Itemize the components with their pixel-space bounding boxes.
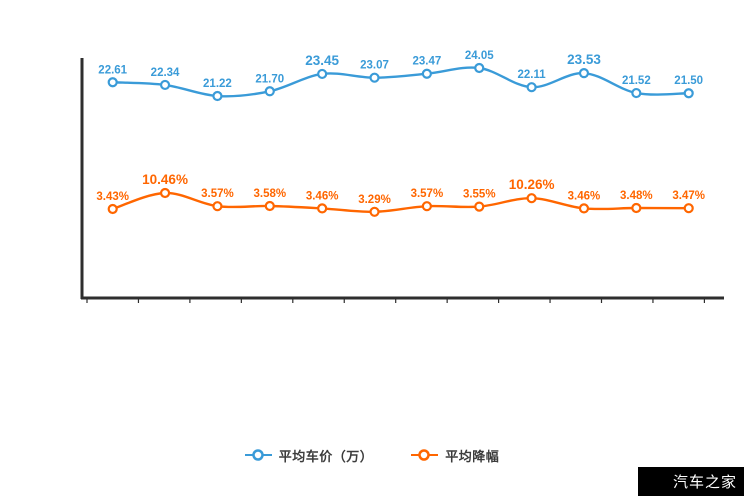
- data-point-label: 24.05: [465, 50, 494, 62]
- data-point-marker[interactable]: [631, 202, 642, 214]
- data-point-label: 3.29%: [358, 194, 391, 206]
- data-point-marker[interactable]: [369, 206, 380, 217]
- data-point-marker[interactable]: [264, 86, 275, 97]
- data-point-label: 23.07: [360, 60, 389, 72]
- data-point-label: 3.57%: [201, 188, 234, 200]
- series-line: [112, 66, 689, 98]
- data-point-label: 3.47%: [672, 190, 705, 202]
- data-point-marker[interactable]: [474, 201, 485, 212]
- data-point-label: 22.34: [151, 67, 180, 79]
- line-marker-icon: [244, 449, 272, 461]
- series-line: [112, 191, 689, 214]
- discount-series: 3.43% 10.46% 3.57% 3.58% 3.46% 3.29% 3.57% 3.55…: [96, 172, 705, 217]
- data-point-label: 3.46%: [568, 190, 601, 202]
- data-point-label: 23.45: [305, 53, 339, 68]
- data-point-marker[interactable]: [526, 193, 537, 204]
- legend-label-avg-price: 平均车价（万）: [278, 448, 374, 464]
- data-point-marker[interactable]: [159, 79, 171, 91]
- data-point-label: 3.43%: [96, 191, 129, 203]
- data-point-marker[interactable]: [578, 203, 590, 214]
- data-point-label: 22.61: [98, 64, 127, 76]
- legend-item-avg-discount[interactable]: 平均降幅: [411, 446, 499, 465]
- data-point-label: 23.53: [567, 52, 601, 67]
- watermark-text: 汽车之家: [672, 474, 737, 491]
- data-point-marker[interactable]: [159, 187, 171, 199]
- data-point-label: 3.48%: [620, 190, 653, 202]
- data-point-marker[interactable]: [317, 203, 328, 214]
- data-point-marker[interactable]: [683, 203, 694, 214]
- data-point-label: 22.11: [518, 69, 547, 81]
- data-point-marker[interactable]: [212, 90, 223, 102]
- data-point-label: 10.26%: [509, 177, 555, 192]
- autohome-watermark: 汽车之家: [638, 467, 744, 496]
- data-point-marker[interactable]: [631, 87, 642, 99]
- data-point-marker[interactable]: [317, 68, 328, 80]
- data-point-marker[interactable]: [578, 68, 590, 79]
- data-point-label: 3.55%: [463, 189, 496, 201]
- data-point-label: 21.22: [203, 78, 232, 90]
- data-point-marker[interactable]: [107, 203, 118, 215]
- legend-item-avg-price[interactable]: 平均车价（万）: [244, 446, 374, 465]
- data-point-label: 21.50: [674, 75, 703, 87]
- data-point-label: 21.70: [255, 73, 284, 85]
- data-point-marker[interactable]: [369, 72, 380, 83]
- data-point-marker[interactable]: [107, 77, 118, 88]
- chart-legend: 平均车价（万） 平均降幅: [0, 443, 744, 467]
- data-point-marker[interactable]: [526, 82, 537, 93]
- data-point-label: 3.58%: [253, 188, 286, 200]
- data-point-label: 23.47: [412, 56, 441, 68]
- line-marker-icon: [411, 449, 439, 461]
- data-point-label: 3.46%: [306, 190, 339, 202]
- data-point-marker[interactable]: [474, 62, 485, 74]
- legend-label-avg-discount: 平均降幅: [445, 448, 500, 464]
- data-point-marker[interactable]: [264, 200, 275, 212]
- data-point-marker[interactable]: [421, 68, 432, 79]
- data-point-marker[interactable]: [683, 88, 694, 99]
- data-point-label: 10.46%: [142, 172, 188, 187]
- price-series: 22.61 22.34 21.22 21.70 23.45 23.07 23.47 24.05…: [98, 50, 703, 102]
- data-point-label: 3.57%: [411, 188, 444, 200]
- data-point-label: 21.52: [622, 75, 651, 87]
- data-point-marker[interactable]: [421, 201, 432, 212]
- data-point-marker[interactable]: [212, 201, 223, 212]
